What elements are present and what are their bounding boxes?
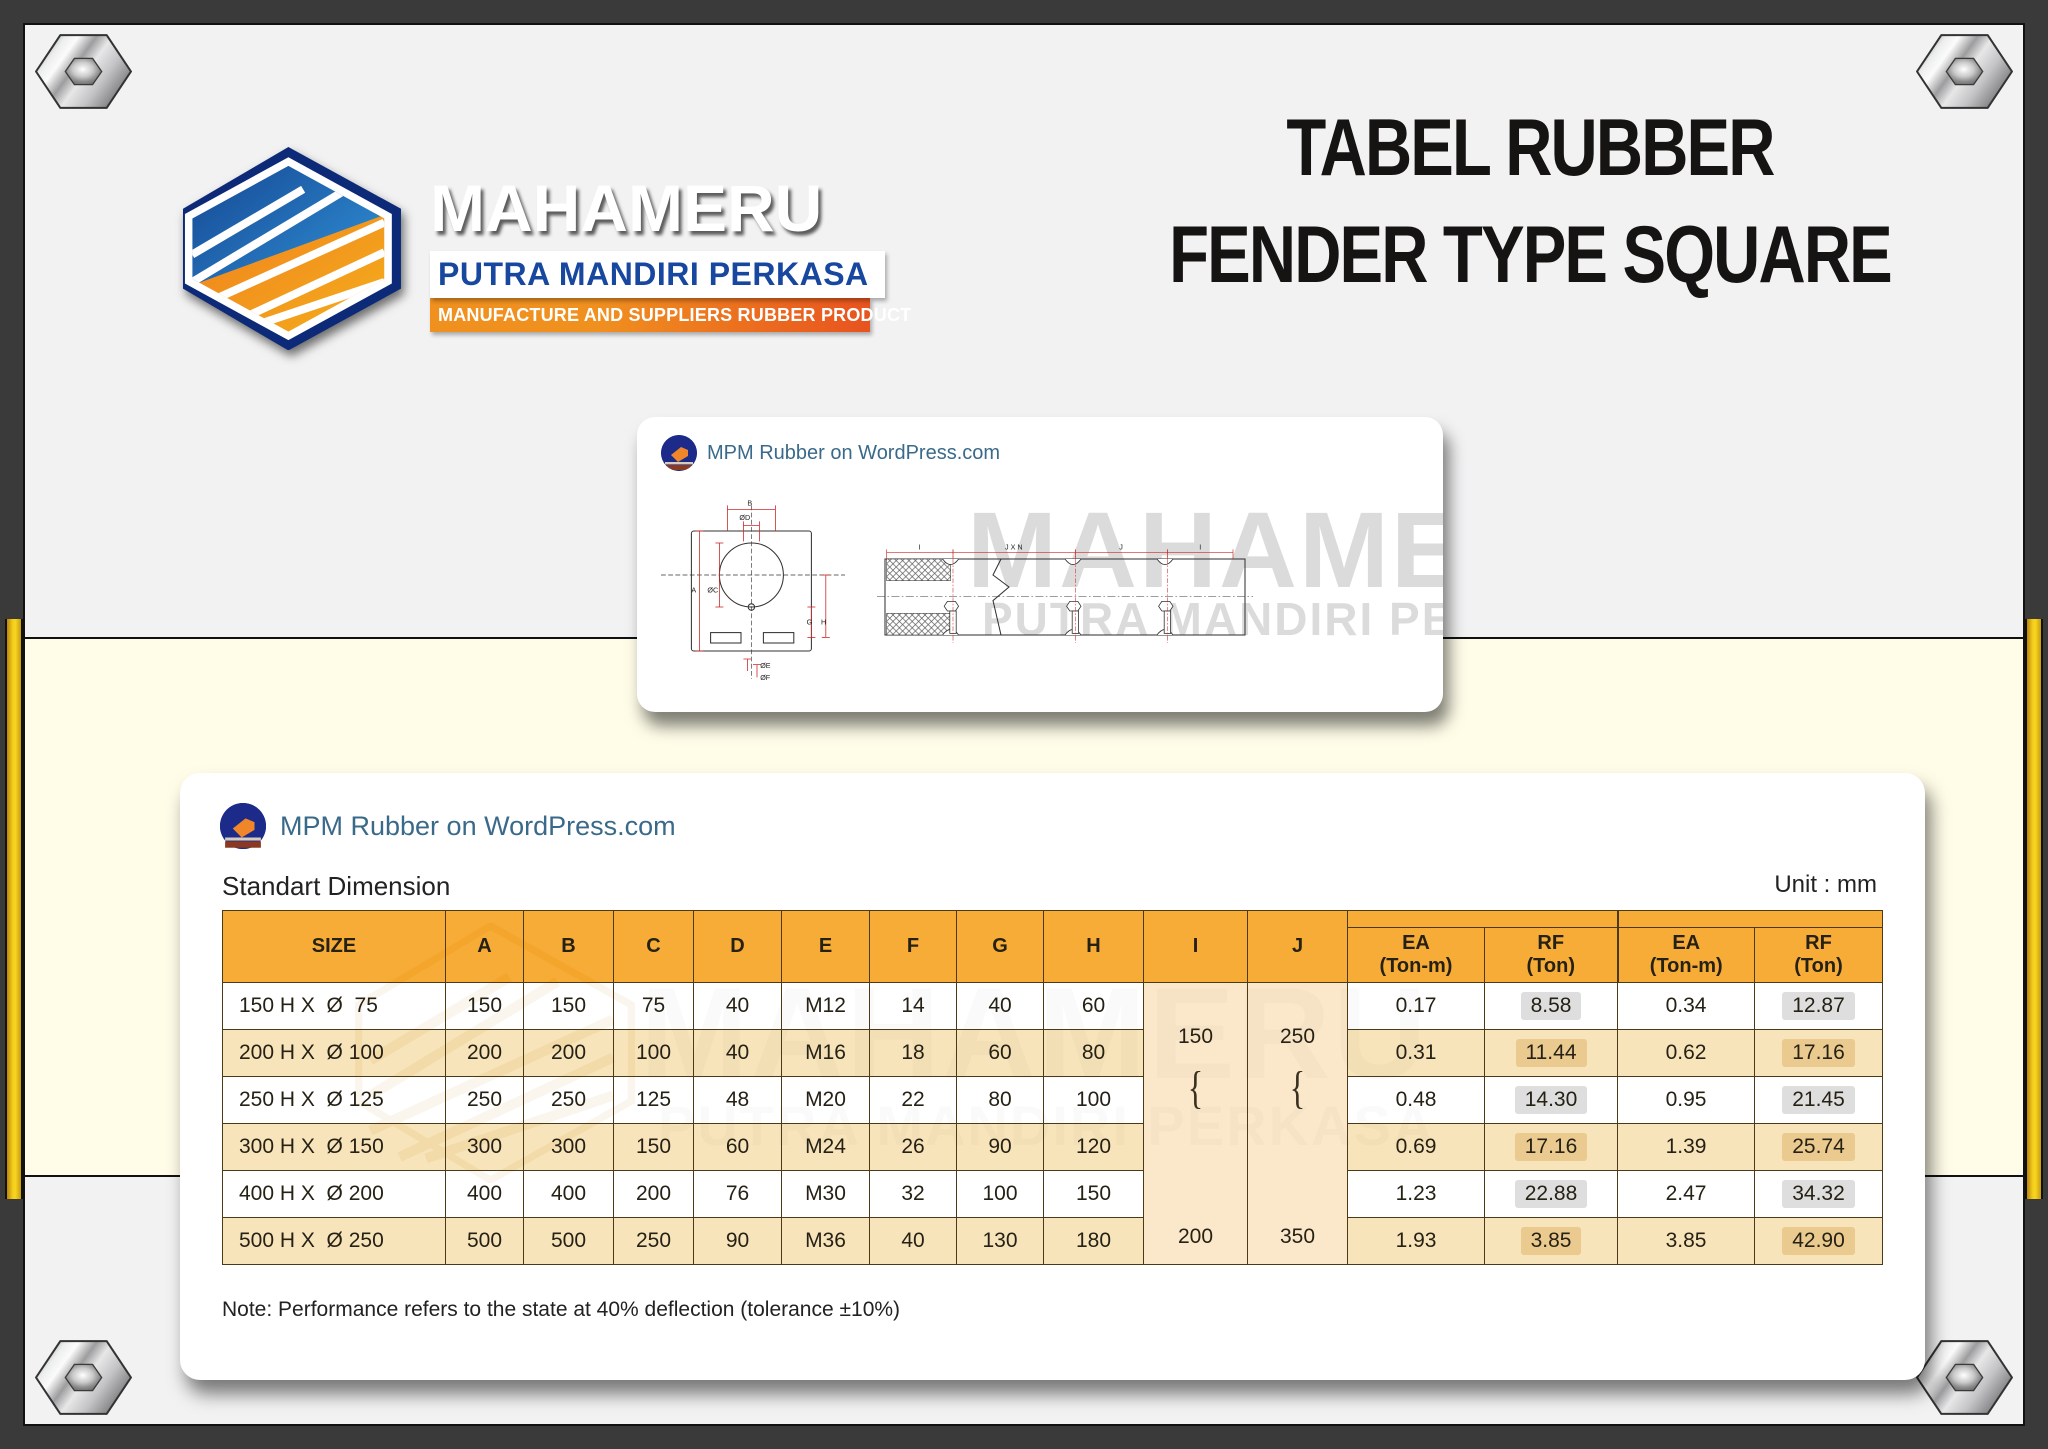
svg-text:ØF: ØF xyxy=(760,673,771,682)
svg-text:H: H xyxy=(821,618,826,627)
svg-text:A: A xyxy=(691,586,696,595)
svg-text:ØE: ØE xyxy=(760,661,771,670)
svg-text:I: I xyxy=(1199,542,1201,551)
svg-text:ØD: ØD xyxy=(739,513,750,522)
svg-text:J: J xyxy=(1119,542,1123,551)
svg-text:ØC: ØC xyxy=(707,586,718,595)
svg-text:I: I xyxy=(918,542,920,551)
svg-text:G: G xyxy=(807,618,813,627)
svg-text:B: B xyxy=(747,498,752,507)
svg-text:J X N: J X N xyxy=(1005,542,1023,551)
